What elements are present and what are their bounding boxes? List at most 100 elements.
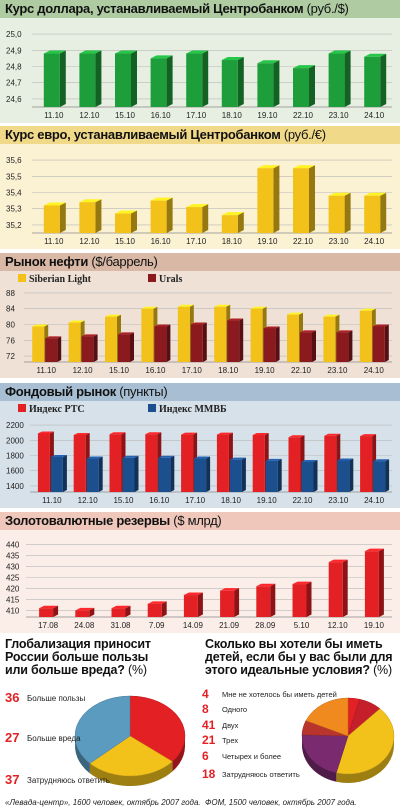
survey2-value: 21 (202, 733, 216, 747)
reserves-title-text: Золотовалютные резервы (5, 513, 170, 528)
y-tick-label: 410 (6, 606, 20, 615)
y-tick-label: 1400 (6, 482, 24, 491)
x-tick-label: 23.10 (327, 366, 348, 375)
x-tick-label: 23.10 (328, 496, 349, 505)
bar (364, 192, 387, 233)
y-tick-label: 2000 (6, 436, 24, 445)
survey2-value: 41 (202, 718, 216, 732)
x-tick-label: 12.10 (79, 237, 100, 246)
bar (43, 202, 66, 233)
x-tick-label: 22.10 (293, 237, 314, 246)
bar-b (86, 456, 103, 492)
x-tick-label: 17.10 (186, 237, 207, 246)
survey2-value: 4 (202, 687, 209, 701)
survey1: Глобализация приносит России больше поль… (0, 636, 201, 811)
survey2-label: Мне не хотелось бы иметь детей (222, 690, 337, 699)
x-tick-label: 17.08 (38, 621, 59, 630)
y-tick-label: 420 (6, 584, 20, 593)
bar (364, 548, 384, 617)
y-tick-label: 35,6 (6, 156, 22, 165)
bar-b (337, 458, 354, 492)
reserves-header (0, 512, 400, 530)
survey2-title-line1: Сколько вы хотели бы иметь (205, 637, 383, 651)
bar-b (190, 322, 207, 362)
y-tick-label: 2200 (6, 421, 24, 430)
x-tick-label: 19.10 (257, 496, 278, 505)
bar (115, 210, 137, 233)
bar-b (229, 457, 246, 492)
x-tick-label: 17.10 (182, 366, 203, 375)
reserves-panel: Золотовалютные резервы ($ млрд) 410 415 42… (0, 512, 400, 633)
bar-b (50, 455, 67, 492)
survey1-source: «Левада-центр», 1600 человек, октябрь 20… (5, 798, 201, 807)
x-tick-label: 24.10 (364, 111, 385, 120)
legend-swatch (18, 274, 26, 282)
bar (364, 53, 387, 107)
legend-label: Индекс ММВБ (159, 404, 227, 415)
x-tick-label: 23.10 (329, 237, 350, 246)
legend-label: Siberian Light (29, 274, 92, 285)
survey2-value: 8 (202, 702, 209, 716)
legend-swatch (18, 404, 26, 412)
y-tick-label: 24,8 (6, 63, 22, 72)
x-tick-label: 16.10 (145, 366, 166, 375)
y-tick-label: 435 (6, 552, 20, 561)
x-tick-label: 5.10 (294, 621, 310, 630)
bar (75, 607, 95, 617)
y-tick-label: 80 (6, 321, 15, 330)
x-tick-label: 24.10 (364, 237, 385, 246)
x-tick-label: 18.10 (222, 111, 243, 120)
survey2-label: Одного (222, 705, 247, 714)
bar-b (301, 459, 318, 492)
bar-b (300, 330, 316, 362)
survey2-label: Трех (222, 736, 238, 745)
x-tick-label: 16.10 (151, 237, 172, 246)
x-tick-label: 15.10 (109, 366, 130, 375)
bar (293, 165, 315, 233)
x-tick-label: 19.10 (257, 237, 278, 246)
survey2-source: ФОМ, 1500 человек, октябрь 2007 года. (205, 798, 357, 807)
reserves-title: Золотовалютные резервы ($ млрд) (5, 513, 222, 528)
survey2-label: Затрудняюсь ответить (222, 770, 300, 779)
x-tick-label: 24.10 (364, 496, 385, 505)
oil-unit: ($/баррель) (91, 254, 158, 269)
reserves-unit: ($ млрд) (173, 513, 222, 528)
bar (256, 583, 276, 617)
bar-b (194, 456, 211, 492)
x-tick-label: 12.10 (79, 111, 100, 120)
survey2-chart: 4 Мне не хотелось бы иметь детей 8 Одного 41… (202, 687, 395, 783)
oil-chart: 72 76 80 84 88 11.10 12.10 15.10 16.10 17.10 18.10… (6, 274, 392, 375)
survey2-label: Двух (222, 721, 239, 730)
x-tick-label: 22.10 (293, 111, 314, 120)
usd-panel: Курс доллара, устанавливаемый Центробанк… (0, 0, 400, 123)
bar-b (265, 458, 282, 492)
bar-b (118, 332, 134, 362)
survey1-title-line3: или больше вреда? (%) (5, 664, 197, 677)
eur-header (0, 126, 400, 144)
stock-chart: 1400 1600 1800 2000 2200 11.10 12.10 15.10 16.10… (6, 404, 392, 505)
survey1-label: Затрудняюсь ответить (27, 776, 110, 785)
bar-b (372, 324, 389, 362)
survey1-value: 36 (5, 690, 19, 705)
pie-slice (74, 695, 131, 764)
bar (221, 57, 244, 107)
survey1-label: Больше вреда (27, 734, 81, 743)
bar-b (122, 455, 139, 492)
bar-b (263, 326, 280, 362)
legend-label: Urals (159, 274, 182, 285)
oil-title-text: Рынок нефти (5, 254, 89, 269)
survey2-value: 6 (202, 749, 209, 763)
x-tick-label: 17.10 (186, 111, 207, 120)
eur-title: Курс евро, устанавливаемый Центробанком … (5, 127, 326, 142)
survey1-title-line1: Глобализация приносит (5, 637, 151, 651)
y-tick-label: 24,7 (6, 79, 22, 88)
pie-slice (336, 708, 395, 775)
x-tick-label: 12.10 (328, 621, 349, 630)
x-tick-label: 24.08 (74, 621, 95, 630)
bar (328, 559, 348, 617)
oil-panel: Рынок нефти ($/баррель) 72 76 80 84 88 11.10 1… (0, 253, 400, 378)
x-tick-label: 31.08 (110, 621, 131, 630)
pie-side (75, 736, 185, 786)
pie-slice (305, 697, 349, 737)
bar (147, 601, 167, 617)
